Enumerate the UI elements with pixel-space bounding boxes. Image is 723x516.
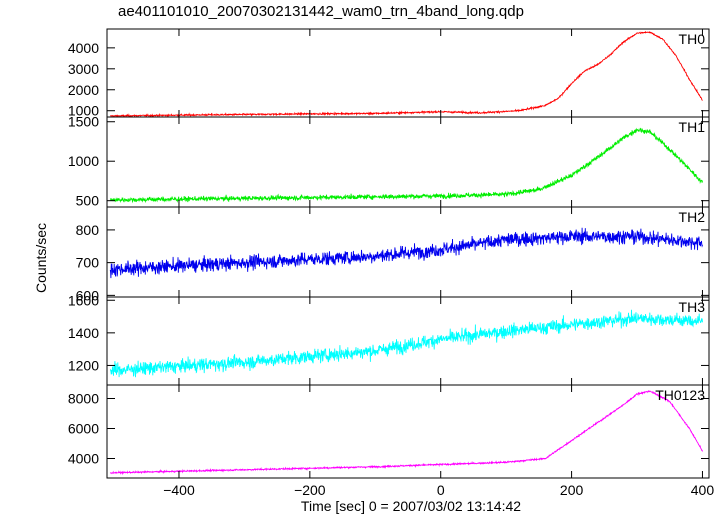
chart-title: ae401101010_20070302131442_wam0_trn_4ban… (118, 3, 524, 20)
y-tick-label: 1400 (68, 325, 99, 341)
panel-label-th1: TH1 (679, 119, 706, 135)
y-tick-label: 6000 (68, 421, 99, 437)
x-tick-label: 200 (560, 482, 584, 498)
series-th0123-line (109, 390, 703, 476)
y-tick-label: 1000 (68, 153, 99, 169)
y-tick-label: 2000 (68, 82, 99, 98)
panel-label-th3: TH3 (679, 299, 706, 315)
series-th2-line (109, 227, 703, 279)
series-th3-line (109, 309, 703, 378)
y-tick-label: 700 (76, 255, 100, 271)
y-tick-label: 1000 (68, 103, 99, 119)
y-tick-label: 3000 (68, 61, 99, 77)
y-tick-label: 800 (76, 222, 100, 238)
panel-frame-th0123 (106, 384, 710, 479)
x-tick-label: −200 (294, 482, 326, 498)
panel-frame-th3 (106, 296, 710, 386)
panel-label-th0: TH0 (679, 31, 706, 47)
y-tick-label: 500 (76, 193, 100, 209)
y-tick-label: 600 (76, 287, 100, 303)
y-tick-label: 1600 (68, 292, 99, 308)
y-tick-label: 1200 (68, 357, 99, 373)
x-axis-label: Time [sec] 0 = 2007/03/02 13:14:42 (301, 498, 521, 514)
y-tick-label: 8000 (68, 391, 99, 407)
x-tick-label: 400 (691, 482, 715, 498)
series-th1-line (110, 127, 703, 204)
x-tick-label: −400 (163, 482, 195, 498)
panel-label-th2: TH2 (679, 209, 706, 225)
panel-frame-th0 (106, 28, 710, 118)
series-th0-line (110, 30, 703, 118)
x-tick-label: 0 (437, 482, 445, 498)
panel-frame-th1 (106, 116, 710, 208)
y-tick-label: 4000 (68, 451, 99, 467)
panel-label-th0123: TH0123 (655, 387, 705, 403)
y-tick-label: 1500 (68, 114, 99, 130)
y-tick-label: 4000 (68, 40, 99, 56)
y-axis-label: Counts/sec (33, 223, 49, 293)
